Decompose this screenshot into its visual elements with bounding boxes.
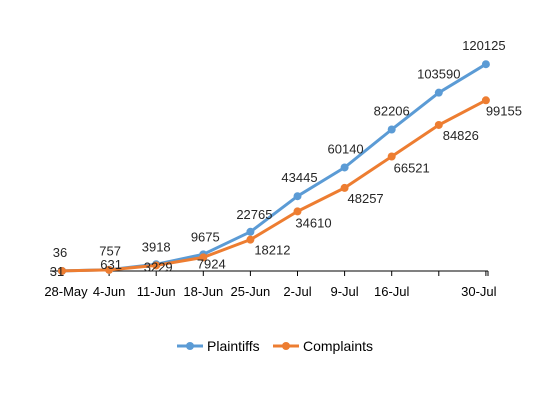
data-point-complaints	[387, 152, 396, 161]
legend-label: Complaints	[303, 338, 373, 354]
data-label-complaints: 3229	[144, 259, 173, 274]
data-label-plaintiffs: 22765	[236, 207, 272, 222]
data-label-plaintiffs: 757	[99, 244, 121, 259]
data-point-complaints	[199, 253, 208, 262]
series-line-complaints	[61, 98, 487, 273]
data-label-complaints: 84826	[443, 128, 479, 143]
legend-swatch-marker	[186, 342, 194, 350]
data-point-complaints	[246, 235, 255, 244]
data-point-plaintiffs	[434, 88, 443, 97]
data-point-plaintiffs	[340, 163, 349, 172]
data-point-complaints	[481, 96, 490, 105]
series-layer	[58, 60, 490, 275]
data-label-plaintiffs: 103590	[417, 67, 460, 82]
x-axis: 28-May 4-Jun 11-Jun 18-Jun 25-Jun 2-Jul 9-Jul 1…	[44, 270, 497, 299]
data-labels: 36 757 39189675227654344560140822061035901…	[50, 38, 522, 279]
data-point-complaints	[58, 266, 66, 275]
data-point-complaints	[293, 207, 302, 216]
x-tick-label: 28-May	[44, 284, 88, 299]
data-label-complaints: 66521	[394, 160, 430, 175]
x-tick-label: 18-Jun	[183, 284, 223, 299]
data-label-plaintiffs: 60140	[328, 141, 364, 156]
legend-item-plaintiffs: Plaintiffs	[177, 338, 260, 354]
x-tick-label: 25-Jun	[231, 284, 271, 299]
x-tick-label: 16-Jul	[374, 284, 410, 299]
legend-label: Plaintiffs	[207, 338, 260, 354]
data-label-complaints: 99155	[486, 103, 522, 118]
x-tick-label: 2-Jul	[283, 284, 311, 299]
data-point-plaintiffs	[293, 192, 302, 201]
data-label-plaintiffs: 43445	[281, 170, 317, 185]
x-tick-label: 11-Jun	[137, 284, 176, 299]
data-label-plaintiffs: 120125	[462, 38, 505, 53]
data-point-complaints	[152, 261, 161, 270]
data-point-complaints	[340, 183, 349, 192]
data-label-complaints: 34610	[295, 215, 331, 230]
data-label-plaintiffs: 36	[53, 245, 67, 260]
data-point-plaintiffs	[481, 60, 490, 69]
data-label-plaintiffs: 82206	[374, 103, 410, 118]
legend-item-complaints: Complaints	[273, 338, 373, 354]
data-point-plaintiffs	[246, 227, 255, 236]
legend: Plaintiffs Complaints	[177, 338, 373, 354]
data-point-plaintiffs	[387, 125, 396, 134]
legend-swatch-marker	[282, 342, 290, 350]
data-point-complaints	[434, 120, 443, 129]
data-label-complaints: 31	[50, 264, 64, 279]
data-label-complaints: 631	[100, 257, 122, 272]
x-tick-label: 4-Jun	[93, 284, 126, 299]
x-tick-label: 9-Jul	[331, 284, 359, 299]
data-label-complaints: 48257	[348, 191, 384, 206]
data-label-complaints: 7924	[197, 256, 226, 271]
data-label-plaintiffs: 3918	[142, 239, 171, 254]
x-tick-label: 30-Jul	[461, 284, 497, 299]
data-label-plaintiffs: 9675	[191, 229, 220, 244]
data-label-complaints: 18212	[254, 243, 290, 258]
data-point-complaints	[105, 265, 114, 274]
